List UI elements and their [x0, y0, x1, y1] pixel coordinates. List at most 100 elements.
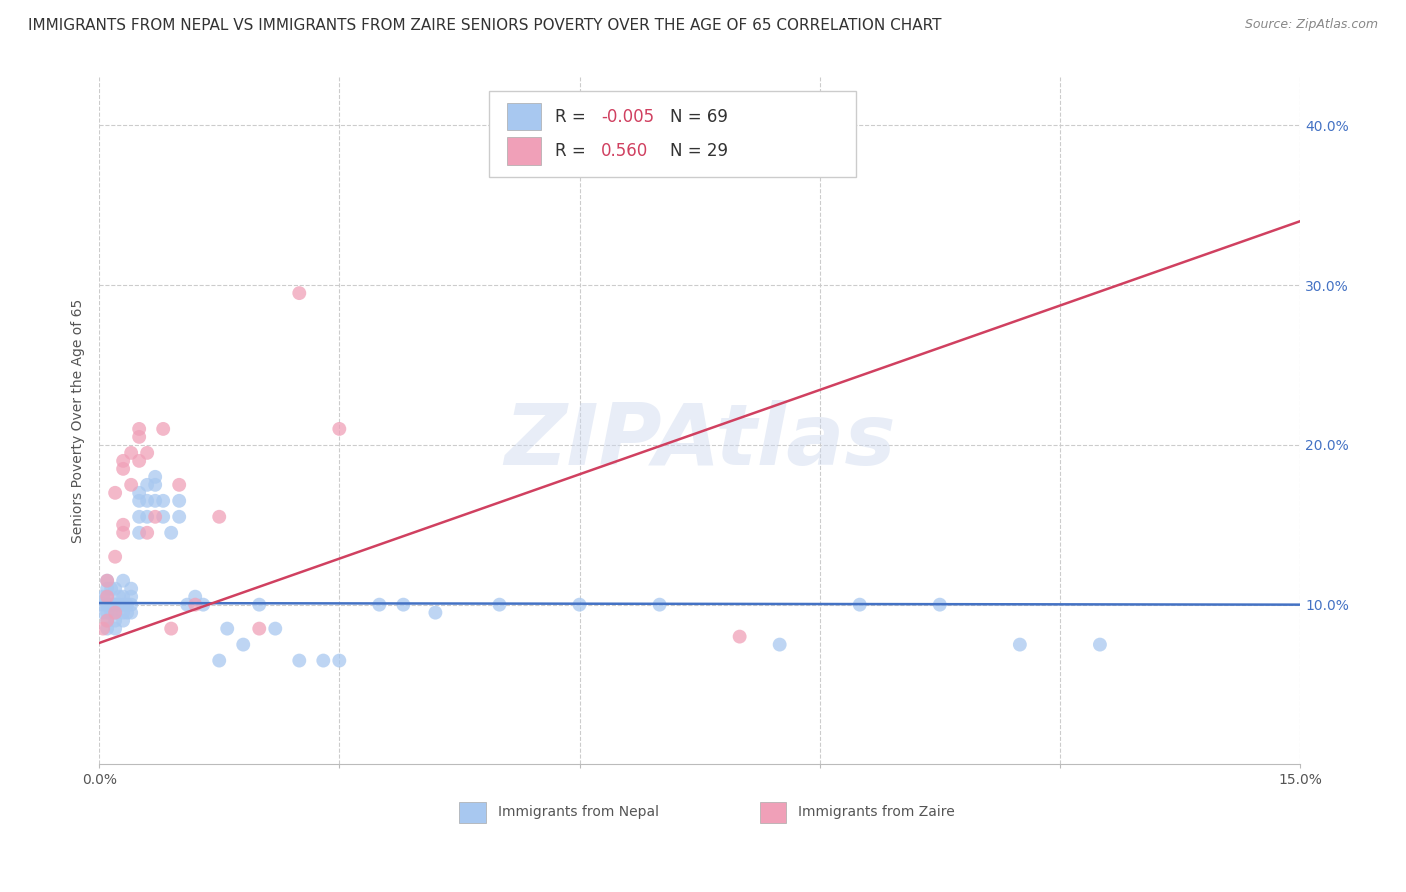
Point [328, 422, 350, 436]
Point [108, 590, 131, 604]
Point [143, 493, 166, 508]
Point [392, 598, 415, 612]
Point [104, 598, 127, 612]
Point [104, 598, 127, 612]
Point [96, 574, 118, 588]
Point [136, 493, 159, 508]
Point [152, 509, 174, 524]
Point [264, 622, 287, 636]
Point [91, 606, 114, 620]
Point [128, 485, 150, 500]
FancyBboxPatch shape [508, 103, 541, 130]
Point [217, 622, 239, 636]
Point [167, 493, 190, 508]
Point [100, 598, 122, 612]
Point [104, 606, 127, 620]
Text: IMMIGRANTS FROM NEPAL VS IMMIGRANTS FROM ZAIRE SENIORS POVERTY OVER THE AGE OF 6: IMMIGRANTS FROM NEPAL VS IMMIGRANTS FROM… [28, 18, 942, 33]
Point [104, 582, 127, 596]
Point [104, 549, 127, 564]
Point [120, 590, 142, 604]
Point [568, 598, 591, 612]
Point [728, 630, 751, 644]
Point [288, 654, 311, 668]
Text: Immigrants from Nepal: Immigrants from Nepal [498, 805, 659, 820]
Point [312, 654, 335, 668]
Point [128, 430, 150, 444]
Point [1088, 638, 1111, 652]
Point [152, 422, 174, 436]
Point [91, 598, 114, 612]
Point [112, 574, 135, 588]
Point [100, 582, 122, 596]
Point [160, 622, 183, 636]
Point [112, 517, 135, 532]
Point [96, 582, 118, 596]
Text: R =: R = [555, 108, 592, 126]
Point [143, 470, 166, 484]
FancyBboxPatch shape [460, 802, 486, 823]
Point [96, 614, 118, 628]
Point [128, 509, 150, 524]
Point [104, 614, 127, 628]
Point [112, 462, 135, 476]
Point [928, 598, 950, 612]
Point [176, 598, 198, 612]
Point [115, 598, 138, 612]
Point [120, 478, 142, 492]
Point [96, 622, 118, 636]
Point [96, 598, 118, 612]
Point [160, 525, 183, 540]
Point [328, 654, 350, 668]
Point [184, 590, 207, 604]
Point [488, 598, 510, 612]
Point [848, 598, 870, 612]
Point [488, 119, 510, 133]
Point [96, 574, 118, 588]
Point [112, 525, 135, 540]
Text: N = 69: N = 69 [669, 108, 727, 126]
FancyBboxPatch shape [489, 91, 856, 177]
Text: Immigrants from Zaire: Immigrants from Zaire [799, 805, 955, 820]
Point [128, 525, 150, 540]
Point [136, 446, 159, 460]
Text: ZIPAtlas: ZIPAtlas [503, 400, 896, 483]
Point [104, 606, 127, 620]
Text: R =: R = [555, 142, 596, 160]
Point [167, 509, 190, 524]
Point [104, 622, 127, 636]
Point [120, 582, 142, 596]
Point [96, 606, 118, 620]
Y-axis label: Seniors Poverty Over the Age of 65: Seniors Poverty Over the Age of 65 [72, 299, 86, 543]
FancyBboxPatch shape [759, 802, 786, 823]
Text: 0.560: 0.560 [602, 142, 648, 160]
Point [208, 654, 231, 668]
Text: -0.005: -0.005 [602, 108, 654, 126]
Point [136, 509, 159, 524]
Point [143, 478, 166, 492]
Point [91, 590, 114, 604]
Point [100, 606, 122, 620]
Point [108, 598, 131, 612]
Point [184, 598, 207, 612]
Point [128, 454, 150, 468]
Point [120, 598, 142, 612]
Point [112, 454, 135, 468]
Point [247, 598, 270, 612]
Point [128, 493, 150, 508]
Point [128, 422, 150, 436]
Point [96, 590, 118, 604]
Point [136, 478, 159, 492]
Point [368, 598, 391, 612]
Point [208, 509, 231, 524]
Point [425, 606, 447, 620]
Point [91, 622, 114, 636]
Point [136, 525, 159, 540]
Point [232, 638, 254, 652]
Text: Source: ZipAtlas.com: Source: ZipAtlas.com [1244, 18, 1378, 31]
Point [247, 622, 270, 636]
Point [112, 590, 135, 604]
Point [112, 614, 135, 628]
Point [167, 478, 190, 492]
Point [96, 590, 118, 604]
Point [288, 286, 311, 301]
